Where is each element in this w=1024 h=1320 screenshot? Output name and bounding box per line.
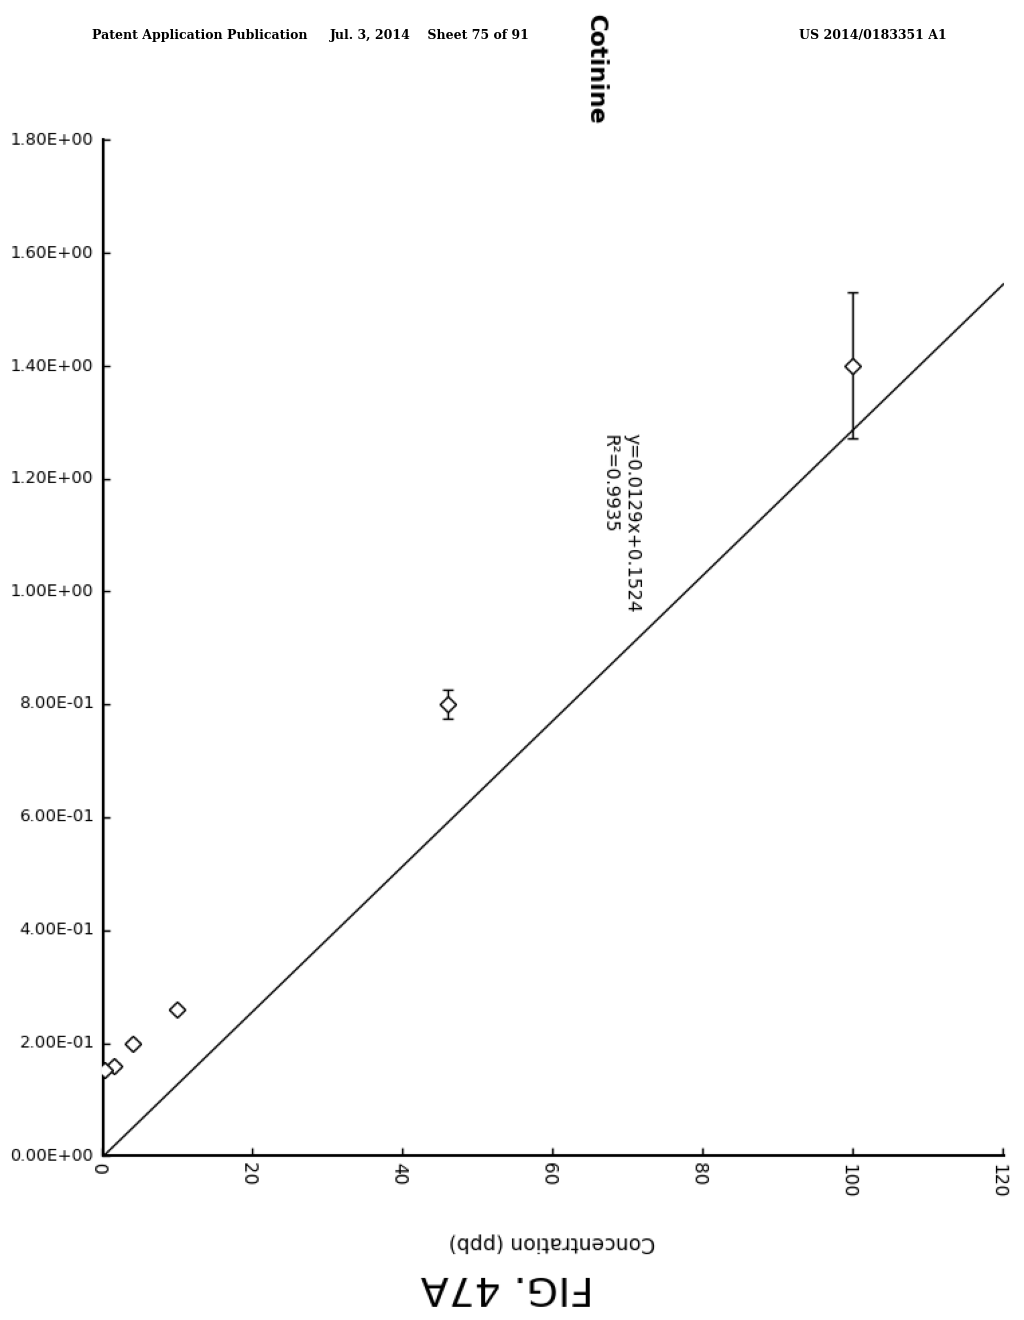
Text: Jul. 3, 2014    Sheet 75 of 91: Jul. 3, 2014 Sheet 75 of 91 — [330, 29, 530, 42]
Text: Patent Application Publication: Patent Application Publication — [92, 29, 307, 42]
Text: US 2014/0183351 A1: US 2014/0183351 A1 — [799, 29, 946, 42]
